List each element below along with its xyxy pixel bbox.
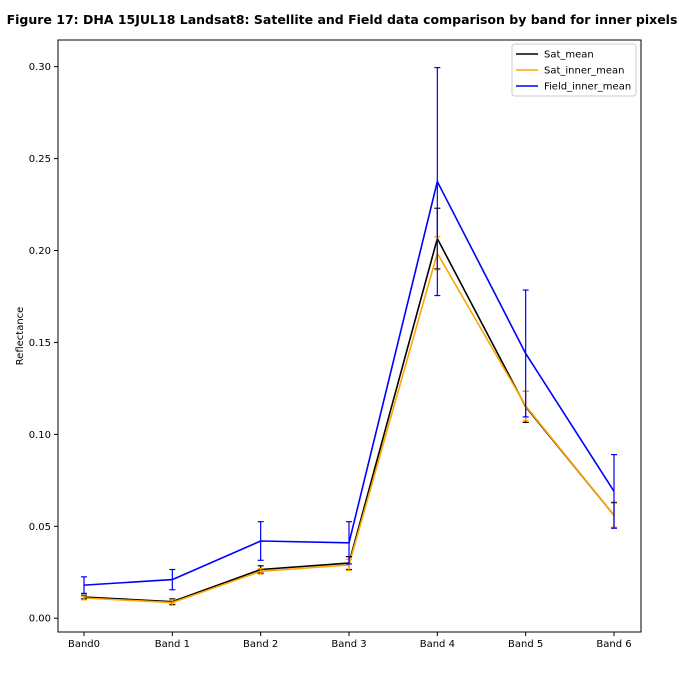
chart-title: Figure 17: DHA 15JUL18 Landsat8: Satelli… (7, 12, 678, 27)
x-tick-label: Band 4 (420, 639, 455, 650)
legend-label: Field_inner_mean (544, 82, 631, 93)
x-tick-label: Band 3 (331, 639, 366, 650)
error-bar (434, 66, 441, 297)
x-tick-label: Band 6 (596, 639, 631, 650)
y-tick-label: 0.10 (29, 430, 51, 441)
x-tick-label: Band 5 (508, 639, 543, 650)
error-bar (169, 599, 176, 606)
error-bar (257, 567, 264, 575)
x-tick-label: Band 1 (155, 639, 190, 650)
y-tick-label: 0.20 (29, 246, 51, 257)
error-bar (81, 595, 87, 601)
error-bar (169, 568, 176, 591)
legend-label: Sat_mean (544, 50, 594, 61)
error-bar (81, 576, 87, 594)
legend: Sat_mean Sat_inner_mean Field_inner_mean (511, 43, 637, 97)
error-bar (522, 289, 529, 418)
legend-label: Sat_inner_mean (544, 66, 624, 77)
y-tick-label: 0.30 (29, 62, 51, 73)
errorbar-layer (81, 66, 617, 606)
y-axis: 0.00 0.05 0.10 0.15 0.20 0.25 0.30 (29, 62, 58, 625)
error-bar (257, 521, 264, 561)
legend-box (511, 43, 637, 97)
y-tick-label: 0.00 (29, 614, 51, 625)
y-tick-label: 0.05 (29, 522, 51, 533)
x-tick-label: Band 2 (243, 639, 278, 650)
x-axis: Band0 Band 1 Band 2 Band 3 Band 4 Band 5 Band … (68, 632, 632, 650)
y-tick-label: 0.25 (29, 154, 51, 165)
y-tick-label: 0.15 (29, 338, 51, 349)
x-tick-label: Band0 (68, 639, 100, 650)
y-axis-label: Reflectance (15, 307, 26, 366)
error-bar (611, 453, 617, 529)
error-bar (346, 521, 352, 565)
